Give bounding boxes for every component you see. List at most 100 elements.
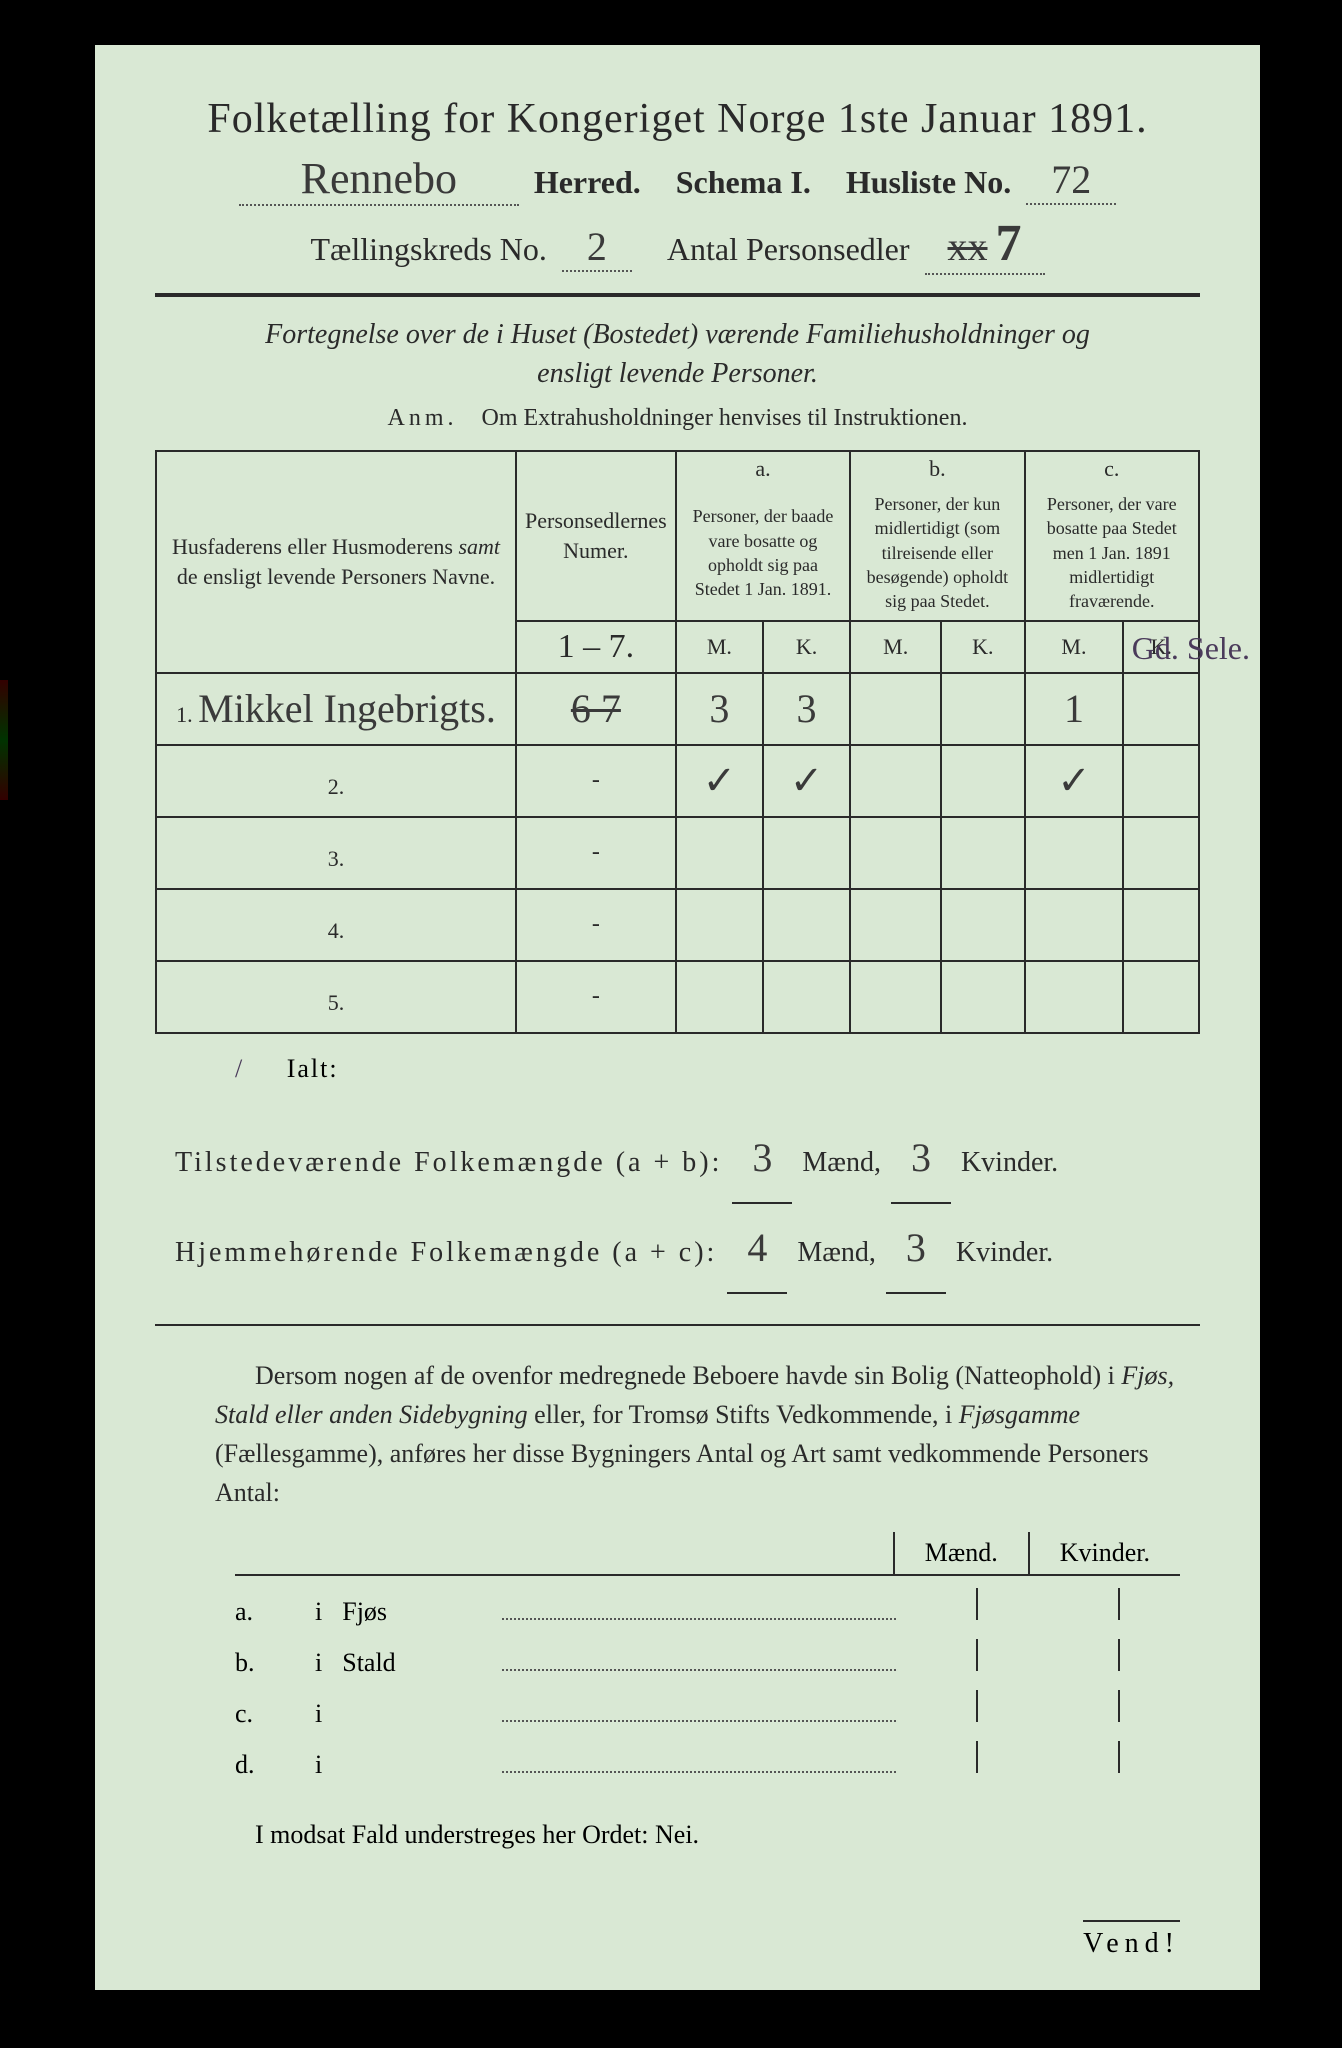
building-i: i <box>315 1597 322 1627</box>
col-c-text: Personer, der vare bosatte paa Stedet me… <box>1025 486 1199 620</box>
col-header-numer: Personsedlernes Numer. <box>516 451 676 620</box>
row-bk <box>941 961 1024 1033</box>
kreds-value: 2 <box>562 223 632 272</box>
anm-line: Anm. Om Extrahusholdninger henvises til … <box>155 405 1200 432</box>
nei-line: I modsat Fald understreges her Ordet: Ne… <box>255 1820 1200 1850</box>
building-letter: d. <box>235 1750 295 1780</box>
personsedler-crossed: xx <box>948 224 988 269</box>
column-divider <box>976 1588 978 1620</box>
row-bk <box>941 889 1024 961</box>
building-table: Mænd. Kvinder. a.iFjøsb.iStaldc.id.i <box>235 1532 1180 1780</box>
vend-label: Vend! <box>1083 1920 1180 1960</box>
total-line-2: Hjemmehørende Folkemængde (a + c): 4 Mæn… <box>175 1204 1200 1294</box>
col-header-names: Husfaderens eller Husmoderens samt de en… <box>156 451 516 672</box>
row-name-cell: 4. <box>156 889 516 961</box>
table-row: 4. - <box>156 889 1199 961</box>
dotted-line <box>502 1704 896 1722</box>
total1-k: 3 <box>891 1114 951 1204</box>
total2-m: 4 <box>727 1204 787 1294</box>
herred-value: Rennebo <box>239 153 519 206</box>
row-bm <box>850 745 941 817</box>
row-num: - <box>516 817 676 889</box>
side-note: Gd. Sele. <box>1132 630 1250 667</box>
row-bk <box>941 673 1024 745</box>
kvinder-label2: Kvinder. <box>956 1222 1053 1284</box>
building-letter: a. <box>235 1597 295 1627</box>
personsedler-value: 7 <box>996 215 1022 272</box>
row-name-cell: 1. Mikkel Ingebrigts. <box>156 673 516 745</box>
divider <box>155 1324 1200 1326</box>
row-num: - <box>516 889 676 961</box>
bh-kvinder: Kvinder. <box>1028 1532 1180 1574</box>
col-a-label: a. <box>676 451 850 486</box>
husliste-value: 72 <box>1026 156 1116 205</box>
bh-maend: Mænd. <box>893 1532 1028 1574</box>
building-row: c. i <box>235 1690 1180 1729</box>
table-row: 1. Mikkel Ingebrigts.6 7331 <box>156 673 1199 745</box>
col-b-label: b. <box>850 451 1024 486</box>
dotted-line <box>502 1755 896 1773</box>
total1-label: Tilstedeværende Folkemængde (a + b): <box>175 1132 722 1194</box>
divider <box>155 293 1200 297</box>
maend-label: Mænd, <box>802 1132 881 1194</box>
herred-label: Herred. <box>534 164 641 201</box>
subtitle: Fortegnelse over de i Huset (Bostedet) v… <box>235 315 1120 393</box>
column-divider <box>1118 1690 1120 1722</box>
row-am <box>676 817 763 889</box>
column-divider <box>976 1639 978 1671</box>
kvinder-label: Kvinder. <box>961 1132 1058 1194</box>
row-cm <box>1025 889 1124 961</box>
row-bm <box>850 961 941 1033</box>
numer-written: 1 – 7. <box>516 621 676 673</box>
row-ak <box>763 889 850 961</box>
row-ak: ✓ <box>763 745 850 817</box>
col-b-text: Personer, der kun midlertidigt (som tilr… <box>850 486 1024 620</box>
main-table: Husfaderens eller Husmoderens samt de en… <box>155 450 1200 1033</box>
anm-text: Om Extrahusholdninger henvises til Instr… <box>482 405 968 431</box>
row-cm: 1 <box>1025 673 1124 745</box>
ialt-label: / Ialt: <box>235 1054 1200 1084</box>
row-ak <box>763 817 850 889</box>
row-cm <box>1025 961 1124 1033</box>
col-a-m: M. <box>676 621 763 673</box>
personsedler-label: Antal Personsedler <box>667 231 910 268</box>
column-divider <box>1118 1741 1120 1773</box>
table-row: 3. - <box>156 817 1199 889</box>
document-page: Folketælling for Kongeriget Norge 1ste J… <box>95 45 1260 1990</box>
row-bm <box>850 673 941 745</box>
col-b-m: M. <box>850 621 941 673</box>
column-divider <box>1118 1588 1120 1620</box>
row-ak <box>763 961 850 1033</box>
row-bk <box>941 817 1024 889</box>
row-name-cell: 5. <box>156 961 516 1033</box>
row-ck <box>1123 961 1199 1033</box>
total2-label: Hjemmehørende Folkemængde (a + c): <box>175 1222 717 1284</box>
building-i: i <box>315 1750 322 1780</box>
row-num: 6 7 <box>516 673 676 745</box>
row-name-cell: 2. <box>156 745 516 817</box>
row-num: - <box>516 745 676 817</box>
table-row: 2. -✓✓✓ <box>156 745 1199 817</box>
kreds-label: Tællingskreds No. <box>310 231 546 268</box>
row-name-cell: 3. <box>156 817 516 889</box>
building-row: b.iStald <box>235 1639 1180 1678</box>
building-letter: c. <box>235 1699 295 1729</box>
row-am: ✓ <box>676 745 763 817</box>
col-c-label: c. <box>1025 451 1199 486</box>
row-ck <box>1123 817 1199 889</box>
row-bm <box>850 817 941 889</box>
husliste-label: Husliste No. <box>846 164 1011 201</box>
header-row-2: Tællingskreds No. 2 Antal Personsedler x… <box>155 214 1200 275</box>
column-divider <box>976 1690 978 1722</box>
building-i: i <box>315 1699 322 1729</box>
anm-prefix: Anm. <box>388 405 458 431</box>
building-header: Mænd. Kvinder. <box>235 1532 1180 1576</box>
col-b-k: K. <box>941 621 1024 673</box>
building-label: Stald <box>342 1648 482 1678</box>
column-divider <box>1118 1639 1120 1671</box>
building-row: a.iFjøs <box>235 1588 1180 1627</box>
header-row-1: Rennebo Herred. Schema I. Husliste No. 7… <box>155 153 1200 206</box>
total2-k: 3 <box>886 1204 946 1294</box>
dotted-line <box>502 1602 896 1620</box>
row-cm <box>1025 817 1124 889</box>
